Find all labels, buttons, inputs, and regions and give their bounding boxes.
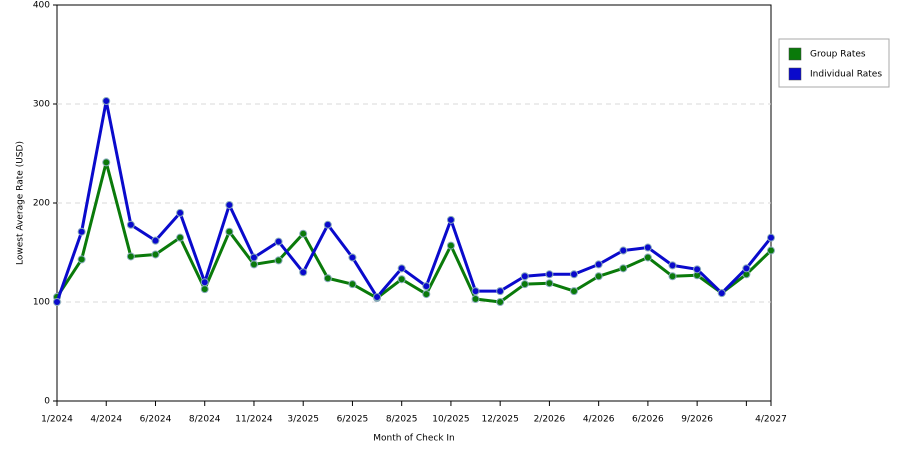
data-point <box>249 253 258 262</box>
data-point <box>496 287 505 296</box>
data-point <box>151 236 160 245</box>
x-tick-label: 8/2024 <box>189 415 221 425</box>
data-point <box>446 215 455 224</box>
data-point <box>225 200 234 209</box>
data-point <box>348 253 357 262</box>
data-point <box>225 227 234 236</box>
data-point <box>594 272 603 281</box>
y-tick-label: 0 <box>44 397 50 407</box>
x-tick-label: 10/2025 <box>432 415 469 425</box>
x-tick-label: 4/2027 <box>755 415 787 425</box>
x-tick-label: 9/2026 <box>681 415 713 425</box>
y-tick-label: 100 <box>33 298 50 308</box>
data-point <box>397 264 406 273</box>
data-point <box>323 274 332 283</box>
x-tick-label: 8/2025 <box>386 415 418 425</box>
x-axis-label: Month of Check In <box>373 434 455 444</box>
x-tick-label: 4/2024 <box>90 415 122 425</box>
x-tick-label: 6/2025 <box>337 415 369 425</box>
data-point <box>619 264 628 273</box>
data-point <box>249 260 258 269</box>
data-point <box>717 289 726 298</box>
legend-swatch <box>788 67 802 81</box>
data-point <box>323 220 332 229</box>
x-tick-label: 2/2026 <box>534 415 566 425</box>
data-point <box>693 265 702 274</box>
data-point <box>126 252 135 261</box>
data-point <box>471 295 480 304</box>
x-tick-label: 1/2024 <box>41 415 73 425</box>
y-tick-label: 400 <box>33 1 50 11</box>
x-tick-label: 6/2026 <box>632 415 664 425</box>
series-line <box>55 99 773 303</box>
data-point <box>545 279 554 288</box>
data-point <box>643 253 652 262</box>
data-point <box>348 280 357 289</box>
data-point <box>471 287 480 296</box>
data-point <box>520 280 529 289</box>
data-point <box>643 243 652 252</box>
data-point <box>422 282 431 291</box>
data-point <box>53 298 61 306</box>
data-point <box>594 260 603 269</box>
y-tick-label: 300 <box>33 100 50 110</box>
data-point <box>520 272 529 281</box>
data-point <box>373 293 382 302</box>
data-point <box>200 278 209 287</box>
x-tick-label: 4/2026 <box>583 415 615 425</box>
data-point <box>126 220 135 229</box>
data-point <box>422 290 431 299</box>
data-point <box>545 270 554 279</box>
data-point <box>619 246 628 255</box>
data-point <box>274 237 283 246</box>
x-tick-label: 11/2024 <box>235 415 273 425</box>
data-point <box>767 233 775 242</box>
series-line <box>55 160 773 304</box>
data-point <box>176 233 185 242</box>
y-axis-label: Lowest Average Rate (USD) <box>16 141 26 265</box>
data-point <box>102 97 111 106</box>
data-point <box>668 261 677 270</box>
data-point <box>102 158 111 167</box>
data-point <box>570 287 579 296</box>
data-point <box>742 264 751 273</box>
data-point <box>767 246 775 255</box>
data-point <box>668 272 677 281</box>
data-point <box>77 227 86 236</box>
data-point <box>77 255 86 264</box>
data-point <box>446 241 455 250</box>
y-tick-label: 200 <box>33 199 50 209</box>
x-tick-label: 6/2024 <box>140 415 172 425</box>
data-point <box>397 275 406 284</box>
legend-label: Group Rates <box>810 50 866 60</box>
x-tick-label: 3/2025 <box>287 415 319 425</box>
data-point <box>570 270 579 279</box>
data-point <box>176 208 185 217</box>
data-point <box>274 256 283 265</box>
legend-label: Individual Rates <box>810 70 882 80</box>
data-point <box>299 268 308 277</box>
x-tick-label: 12/2025 <box>481 415 518 425</box>
data-point <box>496 298 505 306</box>
data-point <box>200 285 209 294</box>
data-point <box>299 229 308 238</box>
data-point <box>151 250 160 259</box>
legend-swatch <box>788 47 802 61</box>
